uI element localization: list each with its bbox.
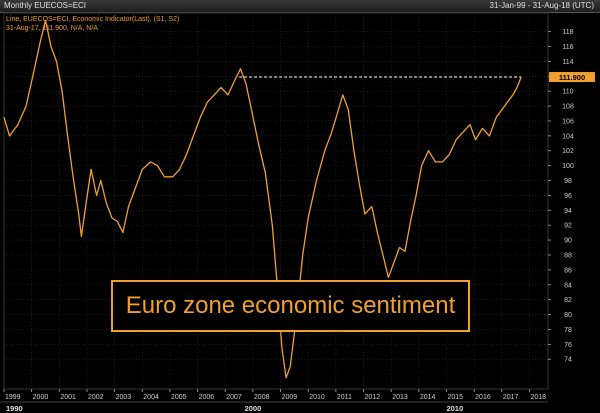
x-major-label: 1990 <box>6 404 23 413</box>
y-tick-label: 100 <box>562 163 574 170</box>
x-major-label: 2010 <box>446 404 463 413</box>
x-tick-label: 2014 <box>420 394 436 401</box>
y-tick-label: 104 <box>562 133 574 140</box>
x-tick-label: 2009 <box>282 394 298 401</box>
y-tick-label: 96 <box>564 193 572 200</box>
x-tick-label: 2001 <box>60 394 76 401</box>
x-tick-label: 2002 <box>88 394 104 401</box>
x-tick-label: 2007 <box>226 394 242 401</box>
x-tick-label: 2006 <box>199 394 215 401</box>
x-tick-label: 2016 <box>475 394 491 401</box>
x-tick-label: 2004 <box>143 394 159 401</box>
chart-annotation-box: Euro zone economic sentiment <box>111 280 470 332</box>
y-tick-label: 116 <box>562 44 573 51</box>
last-value-label: 111.900 <box>559 73 585 82</box>
x-tick-label: 2010 <box>309 394 325 401</box>
last-value-badge <box>549 72 595 83</box>
x-tick-label: 2003 <box>116 394 132 401</box>
x-tick-label: 2011 <box>337 394 352 401</box>
y-tick-label: 110 <box>562 89 573 96</box>
y-tick-label: 84 <box>564 282 572 289</box>
x-tick-label: 2015 <box>448 394 464 401</box>
y-tick-label: 76 <box>564 342 572 349</box>
date-range: 31-Jan-99 - 31-Aug-18 (UTC) <box>489 1 594 10</box>
y-tick-label: 118 <box>562 29 573 36</box>
y-tick-label: 92 <box>564 223 572 230</box>
y-tick-label: 74 <box>564 357 572 364</box>
y-tick-label: 114 <box>562 59 573 66</box>
y-tick-label: 90 <box>564 238 572 245</box>
plot-frame <box>3 12 549 390</box>
y-tick-label: 98 <box>564 178 572 185</box>
legend-series-description: Line, EUECOS=ECI, Economic Indicator(Las… <box>6 16 180 23</box>
legend-last-value: 31-Aug-17, 111.900, N/A, N/A <box>6 25 98 32</box>
y-tick-label: 86 <box>564 267 572 274</box>
chart-title: Monthly EUECOS=ECI <box>4 1 87 10</box>
y-tick-label: 102 <box>562 148 574 155</box>
x-tick-label: 2005 <box>171 394 187 401</box>
y-tick-label: 88 <box>564 252 572 259</box>
y-tick-label: 94 <box>564 208 572 215</box>
x-major-label: 2000 <box>245 404 262 413</box>
series-line <box>3 19 522 379</box>
x-tick-label: 2008 <box>254 394 270 401</box>
y-tick-label: 108 <box>562 104 574 111</box>
y-tick-label: 82 <box>564 297 572 304</box>
x-tick-label: 2017 <box>503 394 519 401</box>
y-tick-label: 78 <box>564 327 572 334</box>
x-tick-label: 1999 <box>5 394 21 401</box>
y-tick-label: 80 <box>564 312 572 319</box>
x-tick-label: 2018 <box>530 394 546 401</box>
x-tick-label: 2013 <box>392 394 408 401</box>
y-tick-label: 106 <box>562 118 574 125</box>
x-tick-label: 2000 <box>33 394 49 401</box>
x-tick-label: 2012 <box>365 394 381 401</box>
